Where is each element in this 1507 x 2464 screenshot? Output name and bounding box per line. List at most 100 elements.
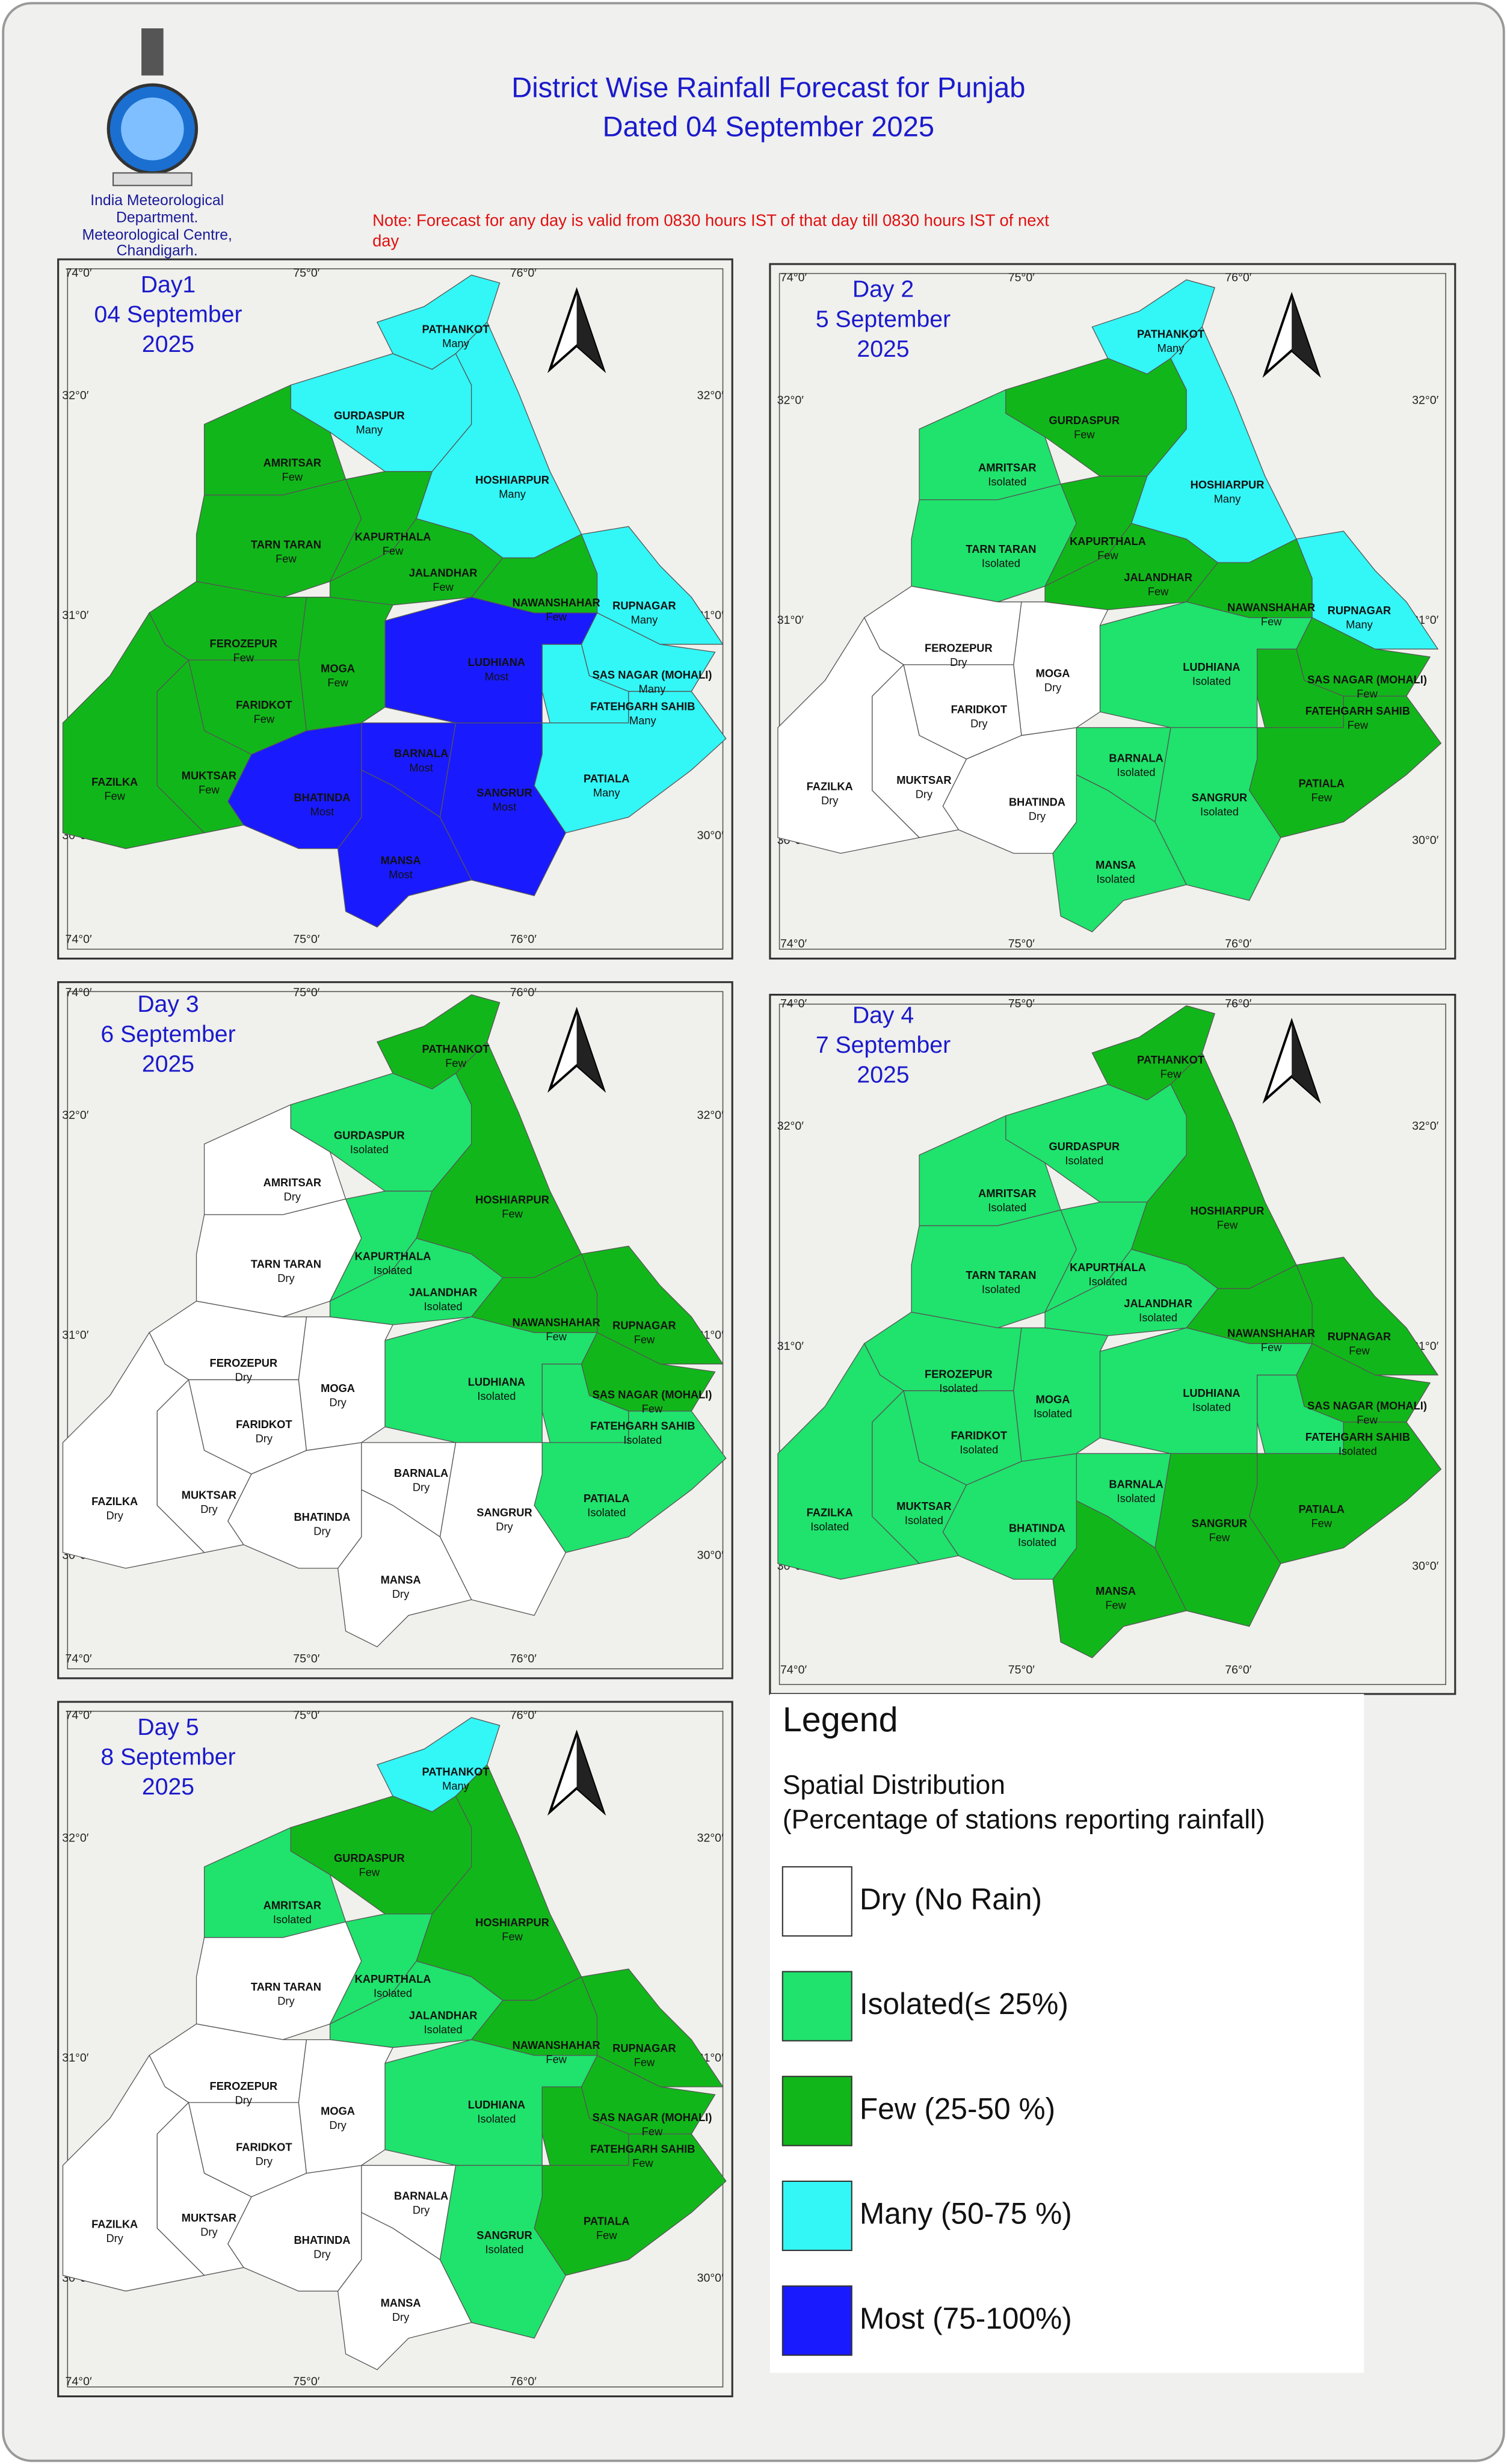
legend-box	[769, 1693, 1364, 2373]
district-category: Isolated	[1192, 1400, 1231, 1413]
district-name: SANGRUR	[1192, 1517, 1247, 1530]
map-title: 7 September	[816, 1032, 951, 1058]
district-category: Dry	[413, 1481, 430, 1494]
district-name: FATEHGARH SAHIB	[590, 1420, 695, 1432]
latitude-label: 32°0′	[697, 389, 724, 402]
district-name: PATIALA	[1299, 1503, 1345, 1515]
district-category: Isolated	[1192, 675, 1231, 688]
latitude-label: 32°0′	[62, 389, 88, 402]
district-name: HOSHIARPUR	[475, 473, 549, 486]
latitude-label: 31°0′	[62, 1329, 88, 1342]
district-category: Few	[327, 676, 348, 689]
map-body: 74°0′ 74°0′ 75°0′ 75°0′ 76°0′ 76°0′ 32°0′ 32°0′…	[777, 997, 1442, 1677]
longitude-label: 75°0′	[1008, 937, 1035, 950]
legend-title: Legend	[783, 1701, 898, 1739]
longitude-label: 76°0′	[510, 1652, 537, 1666]
district-category: Dry	[329, 2119, 347, 2131]
district-name: LUDHIANA	[468, 656, 525, 668]
district-category: Isolated	[1089, 1275, 1127, 1287]
district-name: SAS NAGAR (MOHALI)	[1307, 1399, 1427, 1412]
longitude-label: 75°0′	[293, 2375, 319, 2388]
district	[581, 1245, 724, 1365]
district-category: Many	[631, 614, 659, 626]
district-category: Dry	[1029, 810, 1046, 822]
district-category: Isolated	[477, 1390, 516, 1402]
district-category: Few	[634, 2056, 655, 2069]
district-name: LUDHIANA	[1183, 1387, 1240, 1399]
district-category: Few	[282, 470, 303, 483]
map-body: 74°0′ 74°0′ 75°0′ 75°0′ 76°0′ 76°0′ 32°0′ 32°0′…	[62, 986, 727, 1666]
district-category: Isolated	[424, 2023, 463, 2036]
district-name: FATEHGARH SAHIB	[590, 700, 695, 712]
map-title: 2025	[142, 1774, 194, 1800]
district-name: RUPNAGAR	[612, 2042, 676, 2054]
latitude-label: 30°0′	[1412, 1560, 1438, 1573]
longitude-label: 76°0′	[510, 932, 537, 946]
longitude-label: 75°0′	[293, 932, 319, 946]
district-category: Dry	[950, 656, 967, 668]
district-category: Few	[254, 712, 275, 725]
district-category: Dry	[392, 2311, 410, 2323]
longitude-label: 74°0′	[780, 271, 807, 285]
district-name: TARN TARAN	[251, 1258, 321, 1270]
district-category: Few	[1074, 428, 1095, 440]
map-title: 8 September	[100, 1744, 235, 1770]
district-category: Few	[1217, 1218, 1238, 1231]
district-name: FEROZEPUR	[210, 1357, 278, 1369]
district-name: SANGRUR	[476, 1506, 532, 1518]
district-name: GURDASPUR	[334, 1129, 405, 1141]
district-category: Dry	[235, 2093, 253, 2106]
district	[581, 526, 724, 645]
district-name: JALANDHAR	[409, 566, 478, 579]
district-category: Dry	[106, 1509, 123, 1522]
district-category: Isolated	[988, 475, 1026, 488]
district-name: PATIALA	[584, 772, 629, 785]
legend-label: Isolated(≤ 25%)	[860, 1987, 1068, 2021]
district-category: Few	[383, 544, 404, 557]
legend-swatch	[781, 1971, 852, 2042]
map-title: 6 September	[100, 1021, 235, 1047]
map-title: Day 3	[137, 991, 199, 1017]
district-name: FEROZEPUR	[925, 1368, 993, 1381]
longitude-label: 75°0′	[293, 266, 319, 280]
district-name: FEROZEPUR	[210, 637, 278, 650]
latitude-label: 32°0′	[697, 1831, 724, 1844]
longitude-label: 75°0′	[293, 1652, 319, 1666]
district-category: Few	[233, 651, 254, 664]
forecast-map: 74°0′ 74°0′ 75°0′ 75°0′ 76°0′ 76°0′ 32°0′ 32°0′…	[769, 994, 1456, 1695]
district-name: HOSHIARPUR	[1191, 1204, 1265, 1217]
district	[62, 2054, 205, 2292]
latitude-label: 31°0′	[777, 614, 804, 627]
longitude-label: 74°0′	[66, 932, 92, 946]
legend-swatch	[781, 2180, 852, 2251]
district-category: Most	[493, 801, 517, 813]
district	[62, 1331, 205, 1569]
map-title: Day1	[141, 272, 196, 298]
district-name: NAWANSHAHAR	[513, 2039, 600, 2051]
district-category: Few	[546, 1330, 567, 1343]
longitude-label: 76°0′	[1225, 1663, 1251, 1677]
district	[777, 1343, 920, 1580]
longitude-label: 75°0′	[1008, 1663, 1035, 1677]
district-category: Many	[1346, 618, 1373, 631]
district-name: SAS NAGAR (MOHALI)	[593, 668, 712, 681]
longitude-label: 74°0′	[780, 997, 807, 1010]
district-name: TARN TARAN	[251, 538, 321, 550]
district-category: Dry	[392, 1588, 410, 1600]
district-name: SAS NAGAR (MOHALI)	[593, 2111, 712, 2124]
longitude-label: 74°0′	[780, 1663, 807, 1677]
map-body: 74°0′ 74°0′ 75°0′ 75°0′ 76°0′ 76°0′ 32°0′ 32°0′…	[62, 266, 727, 946]
district-name: BHATINDA	[1009, 1522, 1065, 1535]
district-category: Isolated	[623, 1434, 662, 1446]
district-name: MANSA	[381, 2296, 421, 2309]
district-category: Isolated	[960, 1443, 998, 1456]
latitude-label: 30°0′	[697, 829, 724, 842]
district-category: Few	[104, 789, 125, 802]
district	[1099, 1327, 1313, 1454]
district-name: MANSA	[1096, 1585, 1136, 1597]
district-name: PATIALA	[584, 1492, 629, 1505]
district-category: Many	[1214, 493, 1242, 505]
district-name: NAWANSHAHAR	[1227, 601, 1315, 614]
map-body: 74°0′ 74°0′ 75°0′ 75°0′ 76°0′ 76°0′ 32°0′ 32°0′…	[777, 271, 1442, 950]
